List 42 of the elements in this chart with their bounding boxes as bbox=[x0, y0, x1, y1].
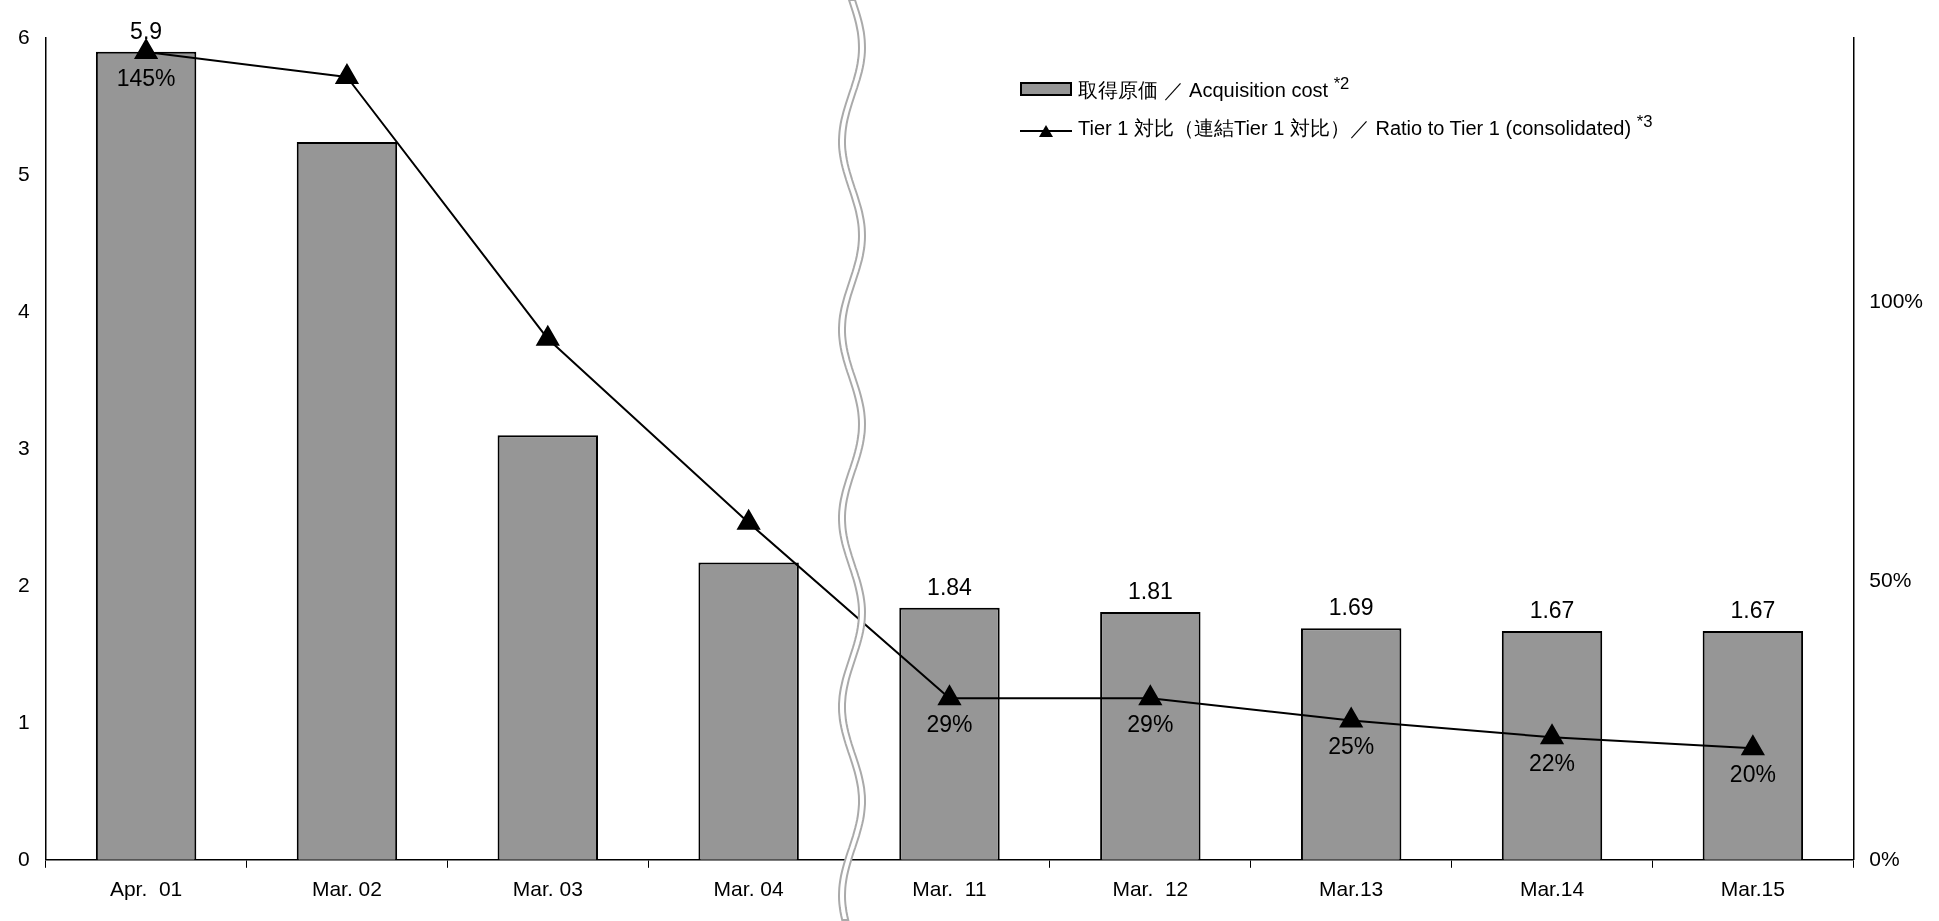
x-tick-label: Mar. 03 bbox=[512, 877, 583, 901]
y-tick-label: 6 bbox=[17, 24, 30, 48]
data-label: 1.69 bbox=[1328, 594, 1374, 621]
point bbox=[1339, 707, 1363, 728]
data-label: 25% bbox=[1328, 733, 1375, 760]
point bbox=[938, 685, 961, 706]
point bbox=[335, 64, 359, 84]
data-label: 1.67 bbox=[1730, 596, 1776, 623]
data-label: 5.9 bbox=[130, 17, 163, 44]
x-tick-label: Mar. 12 bbox=[1112, 877, 1189, 901]
y-tick-label: 5 bbox=[17, 161, 30, 185]
point bbox=[1540, 724, 1564, 745]
y2-tick-label: 100% bbox=[1869, 289, 1924, 313]
x-tick-label: Mar.13 bbox=[1319, 877, 1384, 901]
data-label: 22% bbox=[1529, 750, 1576, 777]
x-tick-label: Mar.15 bbox=[1720, 877, 1785, 901]
data-label: 1.67 bbox=[1529, 596, 1575, 623]
data-label: 145% bbox=[116, 64, 176, 91]
y-tick-label: 0 bbox=[17, 846, 30, 870]
x-tick-label: Mar. 04 bbox=[713, 877, 784, 901]
x-tick-label: Apr. 01 bbox=[109, 877, 183, 901]
point bbox=[134, 38, 158, 59]
data-label: 1.81 bbox=[1127, 577, 1173, 604]
x-tick-label: Mar. 11 bbox=[912, 877, 987, 901]
point bbox=[1138, 685, 1162, 706]
x-tick-label: Mar. 02 bbox=[311, 877, 382, 901]
point bbox=[737, 509, 761, 530]
point bbox=[536, 325, 560, 346]
y-tick-label: 2 bbox=[17, 572, 30, 596]
data-label: 1.84 bbox=[927, 573, 973, 600]
data-label: 29% bbox=[1127, 711, 1174, 738]
y-tick-label: 1 bbox=[17, 709, 30, 733]
data-label: 20% bbox=[1729, 761, 1776, 788]
x-tick-label: Mar.14 bbox=[1519, 877, 1585, 901]
legend-label: 取得原価 ／ Acquisition cost $^{*2}$ bbox=[1078, 74, 1350, 103]
legend-label: Tier 1 対比（連結Tier 1 対比）／ Ratio to Tier 1 (consolidated) $^{*3}$ bbox=[1078, 112, 1653, 141]
y-tick-label: 3 bbox=[17, 435, 30, 459]
y-tick-label: 4 bbox=[17, 298, 30, 322]
data-label: 29% bbox=[926, 711, 973, 738]
point bbox=[1741, 735, 1765, 756]
y2-tick-label: 50% bbox=[1869, 568, 1912, 592]
y2-tick-label: 0% bbox=[1869, 846, 1900, 870]
